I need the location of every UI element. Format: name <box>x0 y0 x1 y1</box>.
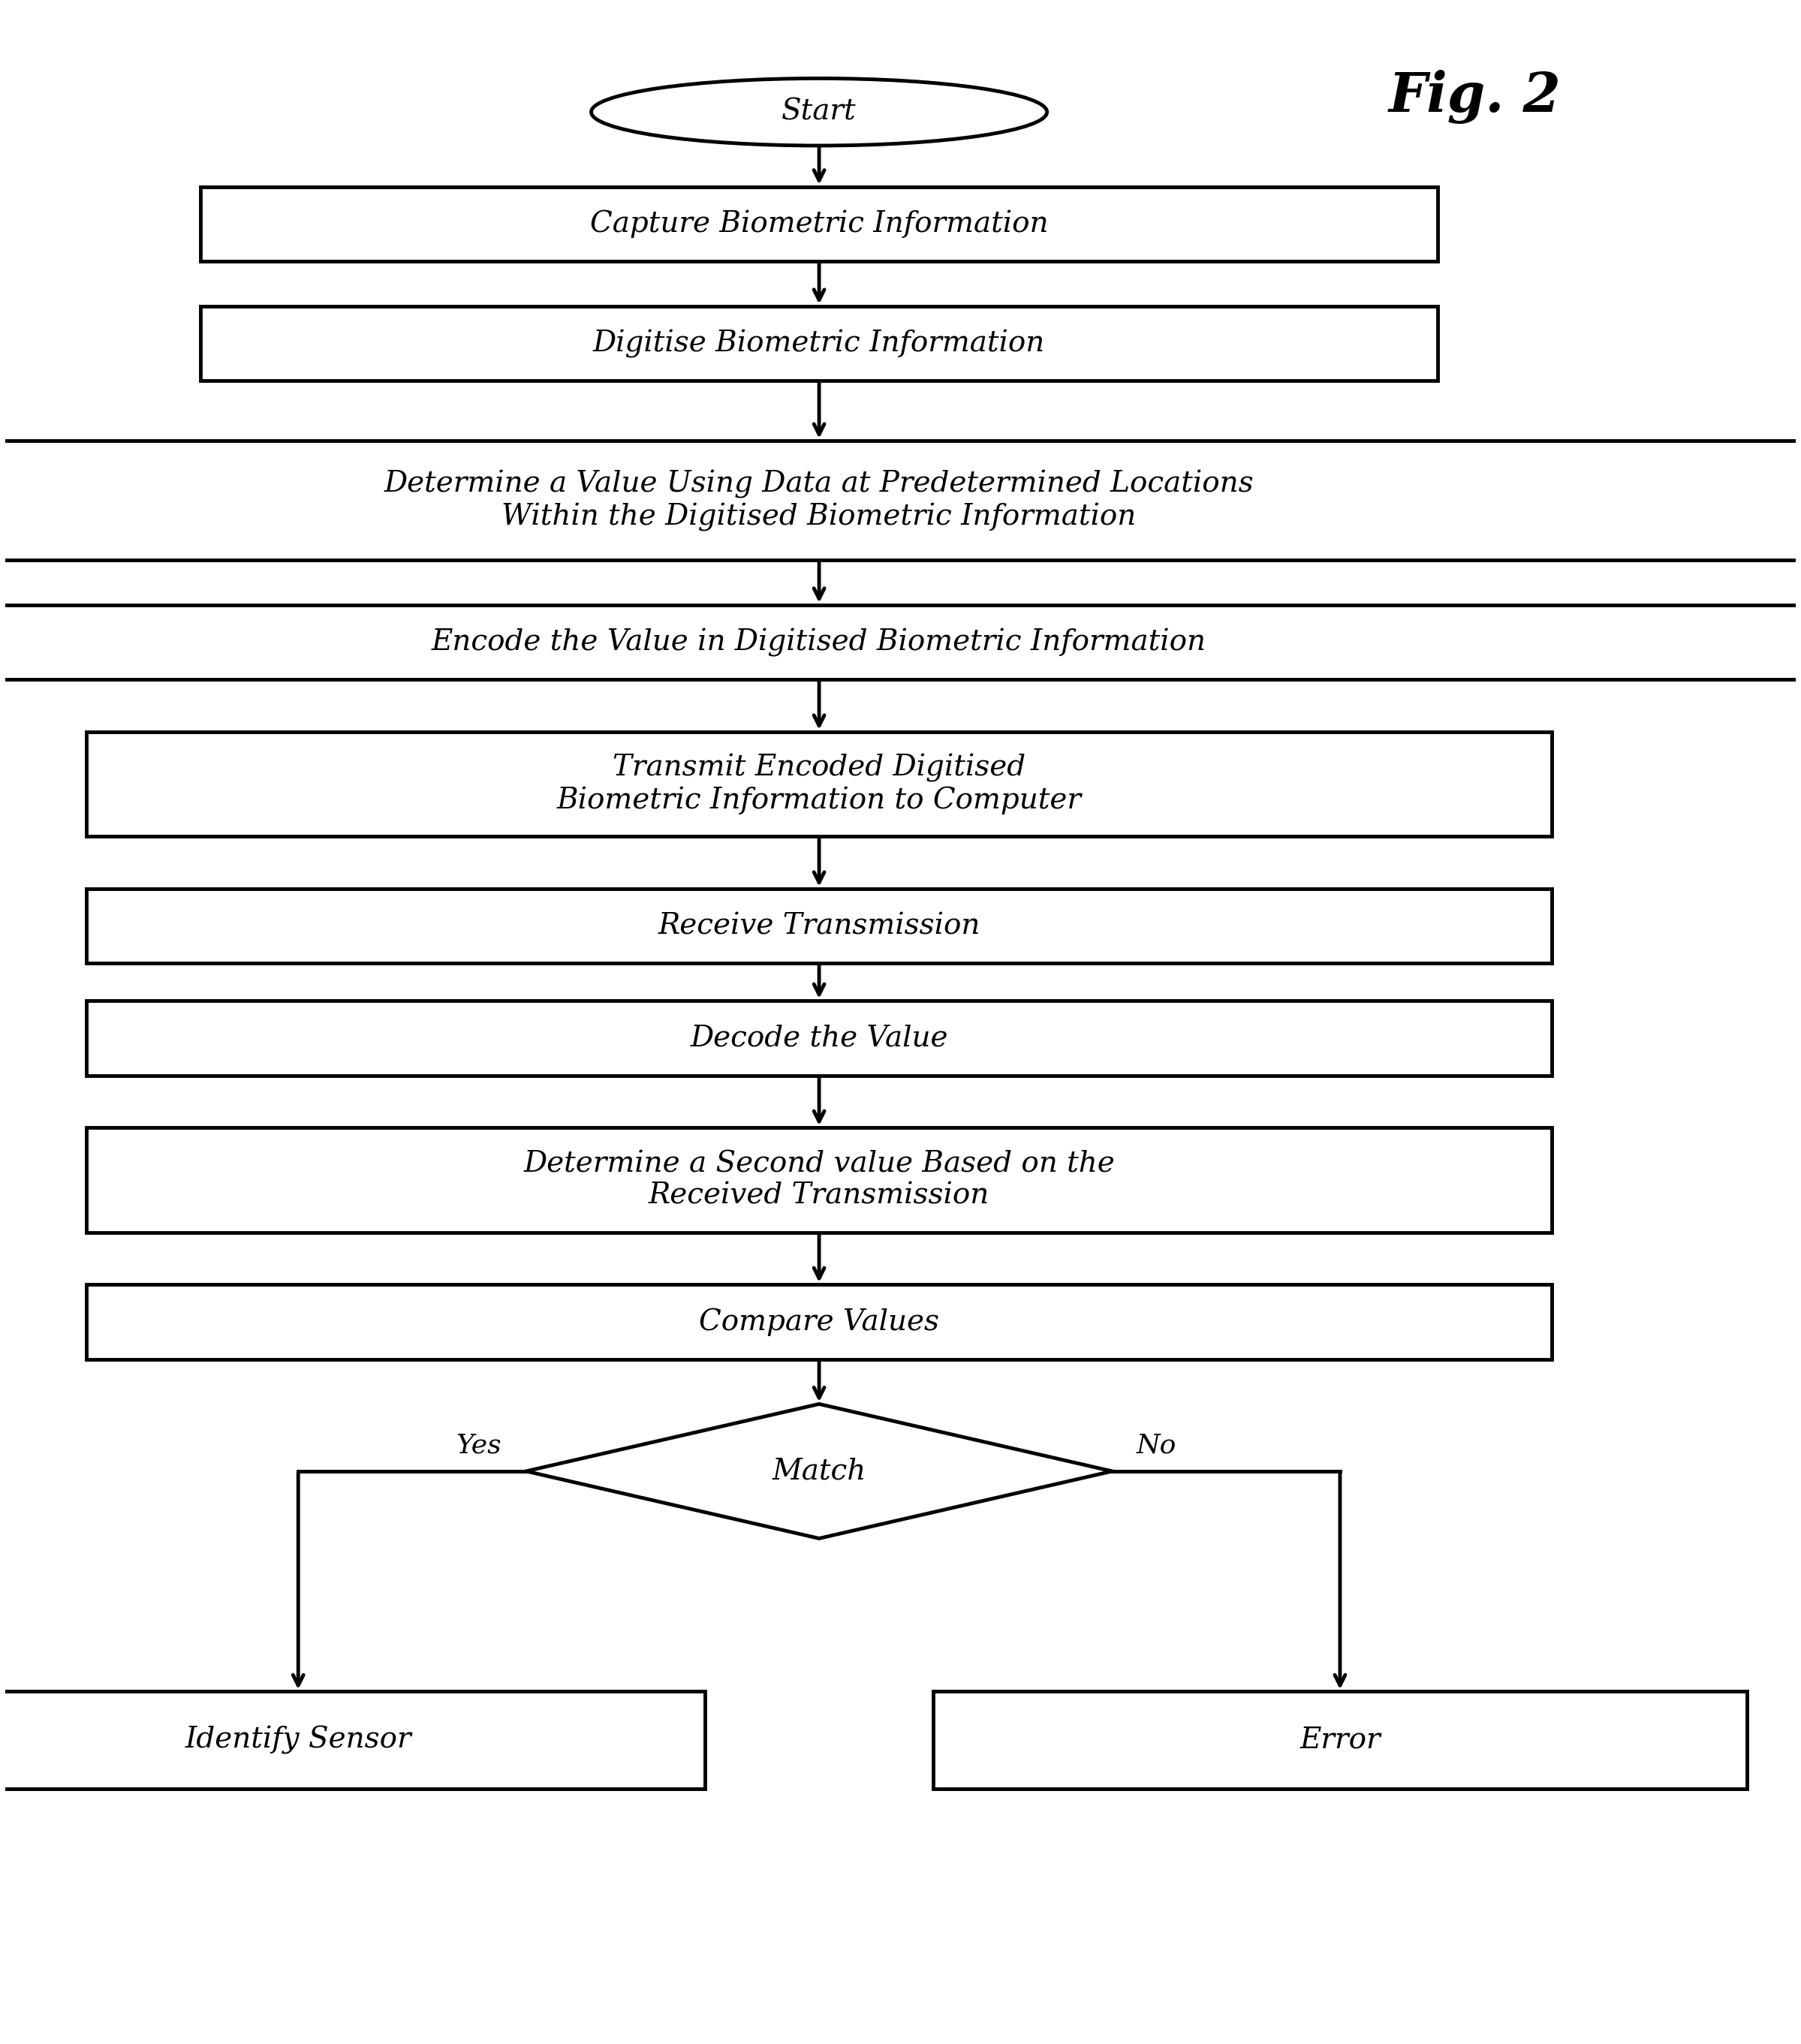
Text: Start: Start <box>782 98 857 127</box>
Bar <box>0 1692 706 1788</box>
Text: Yes: Yes <box>456 1433 502 1457</box>
Text: Compare Values: Compare Values <box>699 1308 940 1337</box>
Ellipse shape <box>591 78 1046 145</box>
Polygon shape <box>526 1404 1111 1539</box>
Bar <box>0 605 1801 679</box>
Bar <box>86 1284 1552 1359</box>
Bar <box>86 889 1552 963</box>
Text: Transmit Encoded Digitised
Biometric Information to Computer: Transmit Encoded Digitised Biometric Inf… <box>557 754 1081 816</box>
Text: Error: Error <box>1300 1727 1380 1754</box>
Bar <box>0 442 1801 560</box>
Text: No: No <box>1136 1433 1176 1457</box>
Text: Fig. 2: Fig. 2 <box>1389 69 1561 125</box>
Bar <box>200 307 1437 380</box>
Bar <box>933 1692 1747 1788</box>
Bar <box>86 732 1552 836</box>
Text: Decode the Value: Decode the Value <box>690 1024 947 1053</box>
Bar <box>86 1002 1552 1075</box>
Text: Encode the Value in Digitised Biometric Information: Encode the Value in Digitised Biometric … <box>432 628 1207 656</box>
Text: Digitise Biometric Information: Digitise Biometric Information <box>593 329 1045 358</box>
Text: Capture Biometric Information: Capture Biometric Information <box>591 211 1048 237</box>
Text: Match: Match <box>773 1457 866 1486</box>
Text: Determine a Value Using Data at Predetermined Locations
Within the Digitised Bio: Determine a Value Using Data at Predeter… <box>384 470 1253 531</box>
Text: Identify Sensor: Identify Sensor <box>186 1725 411 1754</box>
Bar <box>200 186 1437 262</box>
Bar <box>86 1128 1552 1233</box>
Text: Receive Transmission: Receive Transmission <box>657 912 980 940</box>
Text: Determine a Second value Based on the
Received Transmission: Determine a Second value Based on the Re… <box>524 1151 1115 1210</box>
